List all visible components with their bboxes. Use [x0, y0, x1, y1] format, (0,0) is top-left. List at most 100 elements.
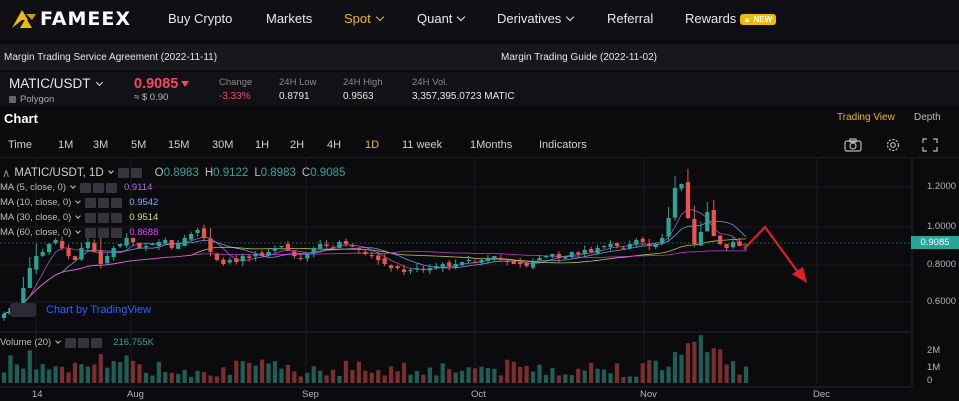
gear-icon[interactable] [883, 137, 903, 153]
tradingview-logo-icon [10, 303, 36, 317]
tf-1m[interactable]: 1M [58, 139, 74, 151]
volume-bar [1, 372, 7, 383]
candle-body [434, 266, 439, 268]
candle-body [414, 268, 420, 270]
volume-bar [730, 361, 736, 383]
volume-bar [98, 354, 103, 383]
candle-body [214, 253, 220, 260]
candle-body [389, 265, 394, 268]
stat-change-label: Change [219, 77, 253, 88]
price-tick-1: 1.2000 [927, 181, 957, 192]
tf-1week[interactable]: 11 week [402, 139, 443, 151]
volume-bar [292, 371, 297, 383]
nav-derivatives[interactable]: Derivatives [497, 11, 575, 26]
notice-margin-agreement[interactable]: Margin Trading Service Agreement (2022-1… [4, 52, 218, 63]
volume-bar [660, 370, 665, 383]
candlestick-chart[interactable] [0, 159, 959, 401]
volume-bar [518, 366, 523, 383]
candle-body [660, 238, 665, 244]
chevron-down-icon[interactable] [75, 197, 82, 204]
volume-bar [395, 371, 400, 383]
nav-referral[interactable]: Referral [607, 11, 654, 26]
chevron-down-icon[interactable] [70, 182, 76, 189]
candle-body [524, 262, 529, 266]
volume-bar [376, 370, 381, 383]
tf-4h[interactable]: 4H [327, 139, 342, 151]
candle-body [492, 256, 497, 260]
depth-toggle[interactable]: Depth [914, 112, 941, 123]
volume-bar [601, 369, 607, 383]
volume-bar [427, 367, 432, 383]
chevron-down-icon[interactable] [75, 212, 82, 219]
volume-bar [111, 361, 116, 383]
ohlc-c-value: 0.9085 [310, 167, 346, 179]
fullscreen-icon[interactable] [920, 137, 940, 153]
notice-margin-guide[interactable]: Margin Trading Guide (2022-11-02) [501, 52, 658, 63]
trading-view-toggle[interactable]: Trading View [837, 112, 895, 123]
volume-bar [182, 369, 187, 383]
ma10-controls[interactable] [85, 197, 124, 208]
fameex-logo-icon [12, 10, 36, 28]
candle-body [666, 218, 671, 237]
ma5-label: MA (5, close, 0) [0, 182, 66, 193]
candle-body [608, 244, 613, 248]
candle-body [118, 244, 123, 247]
volume-bar [85, 366, 90, 383]
volume-bar [118, 362, 123, 383]
volume-controls[interactable] [65, 337, 104, 348]
volume-bar [563, 374, 568, 383]
candle-body [679, 184, 684, 189]
volume-bar [653, 360, 658, 383]
volume-bar [460, 370, 465, 383]
pair-name: MATIC/USDT [9, 76, 91, 91]
stat-vol-value: 3,357,395.0723 MATIC [412, 91, 515, 102]
volume-bar [666, 366, 671, 383]
tf-1d[interactable]: 1D [365, 139, 380, 151]
volume-bar [505, 359, 510, 383]
volume-bar [576, 368, 581, 383]
volume-bar [524, 365, 529, 383]
volume-bar [227, 374, 232, 383]
volume-bar [421, 374, 426, 383]
candle-body [40, 252, 45, 256]
tf-1months[interactable]: 1Months [470, 139, 513, 151]
nav-rewards[interactable]: Rewards ▲ NEW [685, 11, 777, 26]
nav-buy-crypto[interactable]: Buy Crypto [168, 11, 233, 26]
arrow-line [743, 225, 801, 276]
chevron-down-icon[interactable] [55, 337, 62, 344]
tf-1h[interactable]: 1H [255, 139, 270, 151]
price-chart[interactable]: ∧ MATIC/USDT, 1D O 0.8983 H 0.9122 L 0.8983… [0, 159, 959, 401]
chevron-down-icon[interactable] [107, 168, 114, 174]
tf-15m[interactable]: 15M [168, 139, 190, 151]
candle-body [292, 251, 297, 256]
nav-quant[interactable]: Quant [417, 11, 466, 26]
candle-body [653, 244, 658, 248]
candle-body [479, 260, 484, 263]
legend-controls[interactable] [117, 168, 144, 178]
nav-spot[interactable]: Spot [344, 11, 384, 26]
chevron-down-icon[interactable] [75, 227, 82, 234]
indicators-button[interactable]: Indicators [539, 139, 587, 151]
fameex-logo[interactable]: FAMEEX [12, 8, 131, 30]
ma30-controls[interactable] [85, 212, 124, 223]
volume-legend: Volume (20) 216.755K [0, 337, 154, 348]
volume-bar [511, 361, 516, 383]
nav-markets[interactable]: Markets [266, 11, 313, 26]
ma60-controls[interactable] [85, 227, 124, 238]
tf-5m[interactable]: 5M [131, 139, 147, 151]
tf-3m[interactable]: 3M [93, 139, 109, 151]
tf-2h[interactable]: 2H [290, 139, 305, 151]
chevron-down-icon [95, 78, 103, 87]
top-nav: FAMEEX Buy Crypto Markets Spot Quant Der… [0, 0, 959, 40]
tf-time[interactable]: Time [8, 139, 33, 151]
pair-selector[interactable]: MATIC/USDT [9, 76, 103, 91]
tradingview-attribution[interactable]: Chart by TradingView [10, 303, 151, 317]
tf-30m[interactable]: 30M [212, 139, 234, 151]
volume-bar [266, 363, 271, 383]
ma5-controls[interactable] [80, 182, 119, 193]
volume-bar [92, 364, 97, 383]
volume-bar [305, 372, 310, 383]
legend-collapse-icon[interactable]: ∧ [2, 168, 11, 180]
camera-icon[interactable] [843, 137, 863, 153]
candle-body [169, 240, 174, 248]
